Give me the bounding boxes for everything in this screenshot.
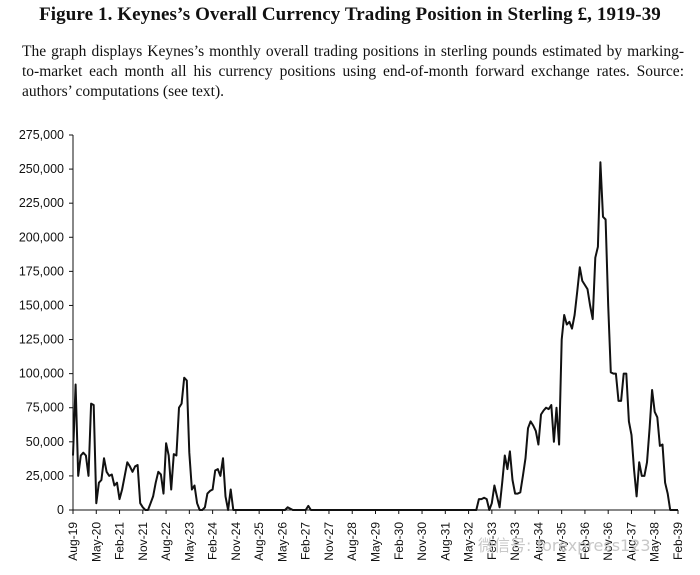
y-tick-label: 250,000 [19, 162, 64, 176]
x-tick-label: Nov-27 [322, 522, 336, 561]
x-tick-label: May-29 [369, 522, 383, 562]
figure-caption: The graph displays Keynes’s monthly over… [22, 43, 684, 100]
y-tick-label: 0 [57, 503, 64, 517]
y-tick-label: 175,000 [19, 264, 64, 278]
y-tick-label: 225,000 [19, 196, 64, 210]
y-tick-label: 75,000 [26, 401, 64, 415]
x-tick-label: Feb-27 [299, 522, 313, 560]
x-tick-label: May-32 [462, 522, 476, 562]
x-tick-label: May-26 [275, 522, 289, 562]
y-tick-label: 25,000 [26, 469, 64, 483]
x-tick-label: Feb-36 [578, 522, 592, 560]
x-tick-label: May-38 [648, 522, 662, 562]
x-tick-label: May-23 [182, 522, 196, 562]
series-line [72, 161, 678, 511]
y-tick-label: 125,000 [19, 333, 64, 347]
x-tick-label: May-35 [555, 522, 569, 562]
y-tick-label: 50,000 [26, 435, 64, 449]
x-tick-label: Feb-33 [485, 522, 499, 560]
x-tick-label: Feb-39 [671, 522, 685, 560]
x-tick-label: May-20 [89, 522, 103, 562]
x-tick-label: Aug-28 [345, 522, 359, 561]
x-tick-label: Nov-30 [415, 522, 429, 561]
x-tick-label: Nov-36 [601, 522, 615, 561]
x-tick-label: Nov-21 [136, 522, 150, 561]
x-tick-label: Feb-30 [392, 522, 406, 560]
watermark-text: 微信号: forexpress123 [478, 536, 651, 555]
x-tick-label: Aug-25 [252, 522, 266, 561]
x-tick-label: Nov-24 [229, 522, 243, 561]
x-tick-label: Aug-19 [66, 522, 80, 561]
y-tick-label: 200,000 [19, 230, 64, 244]
x-tick-label: Aug-22 [159, 522, 173, 561]
y-tick-label: 100,000 [19, 367, 64, 381]
y-tick-label: 150,000 [19, 298, 64, 312]
y-tick-label: 275,000 [19, 128, 64, 142]
x-tick-label: Aug-31 [438, 522, 452, 561]
x-tick-label: Aug-37 [624, 522, 638, 561]
x-tick-label: Nov-33 [508, 522, 522, 561]
x-tick-label: Aug-34 [531, 522, 545, 561]
figure-title: Figure 1. Keynes’s Overall Currency Trad… [39, 4, 661, 25]
x-tick-label: Feb-21 [113, 522, 127, 560]
x-tick-label: Feb-24 [206, 522, 220, 560]
